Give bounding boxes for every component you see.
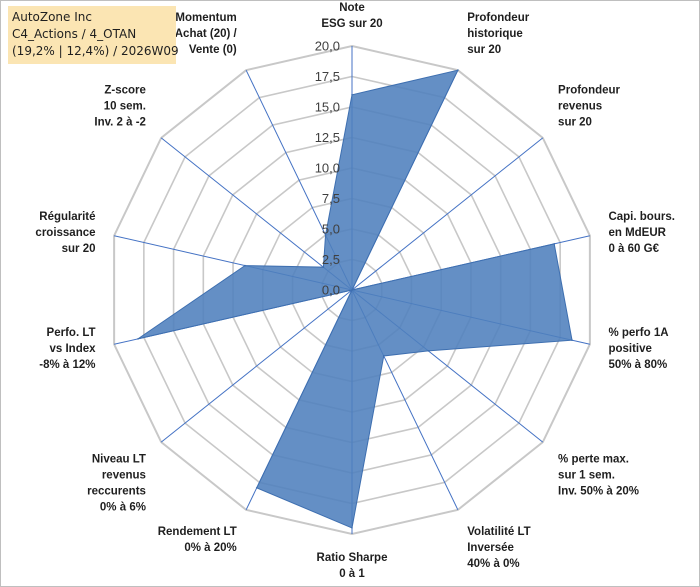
axis-label-8-line-0: Rendement LT [158,526,237,538]
axis-label-9-line-0: Niveau LT [92,454,146,466]
axis-spoke-12 [160,137,353,291]
axis-label-5-line-2: Inv. 50% à 20% [558,486,639,498]
axis-label-13-line-1: Achat (20) / [175,28,238,40]
axis-label-2-line-0: Profondeur [558,84,620,96]
axis-label-5-line-1: sur 1 sem. [558,470,615,482]
axis-label-3: Capi. bours. en MdEUR 0 à 60 G€ [608,211,674,255]
data-point-5 [427,350,430,352]
axis-label-1-line-2: sur 20 [467,44,501,56]
data-point-10 [137,338,139,340]
axis-label-3-line-1: en MdEUR [608,227,666,239]
title-stats: (19,2% | 12,4%) / 2026W09 [12,44,179,58]
tick-label-5: 12,5 [315,130,340,145]
axis-label-2-line-1: revenus [558,100,602,112]
axis-label-9-line-3: 0% à 6% [100,502,146,514]
axis-label-5: % perte max. sur 1 sem. Inv. 50% à 20% [558,454,639,498]
tick-label-4: 10,0 [315,161,340,176]
data-point-11 [244,264,246,267]
data-point-1 [457,69,459,71]
data-point-4 [571,339,573,342]
axis-label-2-line-2: sur 20 [558,116,592,128]
axis-label-7-line-0: Ratio Sharpe [317,552,388,564]
tick-label-1: 2,5 [322,252,340,267]
axis-label-4-line-1: positive [608,343,651,355]
axis-label-8-line-1: 0% à 20% [184,542,236,554]
axis-label-11: Régularité croissance sur 20 [35,211,95,255]
axis-label-10-line-1: vs Index [50,343,97,355]
axis-label-12-line-1: 10 sem. [104,100,146,112]
axis-label-6-line-0: Volatilité LT [467,526,530,538]
data-point-9 [351,289,353,291]
axis-label-13-line-0: Momentum [175,12,236,24]
axis-label-13-line-2: Vente (0) [189,44,237,56]
data-point-0 [351,94,353,96]
axis-label-9: Niveau LT revenus reccurents 0% à 6% [87,454,146,514]
axis-label-0-line-0: Note [339,2,365,14]
tick-label-8: 20,0 [315,39,340,54]
axis-label-12: Z-score 10 sem. Inv. 2 à -2 [94,84,146,128]
data-point-7 [351,527,353,529]
axis-label-6-line-1: Inversée [467,542,514,554]
tick-label-7: 17,5 [315,69,340,84]
axis-label-6: Volatilité LT Inversée 40% à 0% [467,526,530,570]
axis-label-11-line-2: sur 20 [62,243,96,255]
axis-label-10: Perfo. LT vs Index -8% à 12% [39,327,96,371]
axis-label-5-line-0: % perte max. [558,454,629,466]
data-point-3 [553,243,556,245]
axis-label-9-line-1: revenus [102,470,146,482]
tick-label-6: 15,0 [315,100,340,115]
title-company: AutoZone Inc [12,10,92,24]
axis-label-2: Profondeur revenus sur 20 [558,84,620,128]
axis-label-12-line-0: Z-score [104,84,146,96]
axis-label-10-line-2: -8% à 12% [39,359,95,371]
axis-label-8: Rendement LT 0% à 20% [158,526,237,554]
title-category: C4_Actions / 4_OTAN [12,27,137,41]
data-point-12 [322,266,325,268]
axis-label-1: Profondeur historique sur 20 [467,12,529,56]
axis-label-11-line-1: croissance [35,227,95,239]
radar-series [137,69,573,529]
axis-spoke-2 [351,137,544,291]
axis-label-7: Ratio Sharpe 0 à 1 [317,552,388,580]
axis-label-1-line-0: Profondeur [467,12,529,24]
axis-label-7-line-1: 0 à 1 [339,568,365,580]
chart-title-box: AutoZone Inc C4_Actions / 4_OTAN (19,2% … [8,6,179,64]
axis-label-12-line-2: Inv. 2 à -2 [94,116,146,128]
axis-label-6-line-2: 40% à 0% [467,558,519,570]
axis-label-4-line-2: 50% à 80% [608,359,667,371]
data-point-8 [255,487,258,489]
data-point-13 [324,234,327,236]
axis-label-0-line-1: ESG sur 20 [321,18,382,30]
axis-label-9-line-2: reccurents [87,486,146,498]
series-area [137,69,573,529]
axis-label-4: % perfo 1A positive 50% à 80% [608,327,668,371]
axis-label-3-line-2: 0 à 60 G€ [608,243,659,255]
axis-label-11-line-0: Régularité [39,211,95,223]
axis-labels: Note ESG sur 20 Profondeur historique sur 20… [35,2,674,580]
axis-label-0: Note ESG sur 20 [321,2,382,30]
axis-label-3-line-0: Capi. bours. [608,211,674,223]
axis-label-10-line-0: Perfo. LT [47,327,96,339]
tick-label-3: 7,5 [322,191,340,206]
axis-label-4-line-0: % perfo 1A [608,327,668,339]
data-point-6 [382,355,385,357]
axis-label-1-line-1: historique [467,28,523,40]
tick-label-0: 0,0 [322,283,340,298]
axis-spoke-9 [160,289,353,443]
axis-label-13: Momentum Achat (20) / Vente (0) [175,12,238,56]
tick-label-2: 5,0 [322,222,340,237]
radial-tick-labels: 0,0 2,5 5,0 7,5 10,0 12,5 15,0 17,5 20,0 [315,39,340,298]
